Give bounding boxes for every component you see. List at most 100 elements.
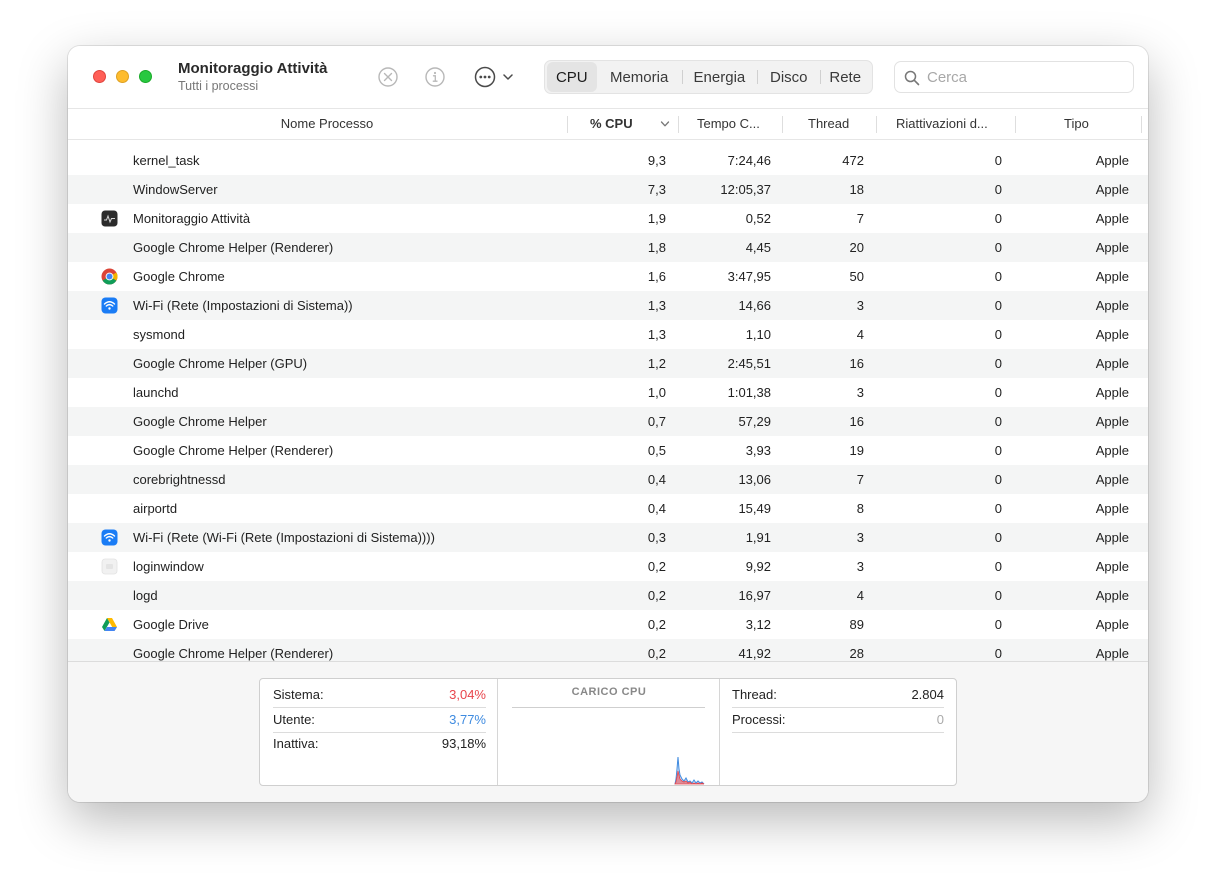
process-name: kernel_task: [133, 153, 200, 168]
table-row[interactable]: Monitoraggio Attività 1,9 0,52 7 0 Apple: [68, 204, 1148, 233]
table-row[interactable]: Wi-Fi (Rete (Wi-Fi (Rete (Impostazioni d…: [68, 523, 1148, 552]
process-name: WindowServer: [133, 182, 218, 197]
close-window-button[interactable]: [93, 70, 106, 83]
process-name: Google Chrome Helper: [133, 414, 267, 429]
process-table: kernel_task 9,3 7:24,46 472 0 Apple WindowServ…: [68, 146, 1148, 661]
cpu-load-graph: CARICO CPU: [498, 679, 720, 785]
tab-rete[interactable]: Rete: [820, 62, 870, 92]
process-cpu: 1,2: [647, 356, 666, 371]
process-cpu-time: 0,52: [745, 211, 771, 226]
column-divider: [782, 116, 783, 133]
process-threads: 3: [856, 559, 864, 574]
column-header-kind[interactable]: Tipo: [1064, 116, 1089, 131]
table-row[interactable]: Wi-Fi (Rete (Impostazioni di Sistema)) 1,…: [68, 291, 1148, 320]
process-wakeups: 0: [994, 530, 1002, 545]
process-wakeups: 0: [994, 356, 1002, 371]
table-row[interactable]: Google Chrome Helper (Renderer) 1,8 4,45 20…: [68, 233, 1148, 262]
process-cpu-time: 3,93: [745, 443, 771, 458]
process-cpu: 0,7: [647, 414, 666, 429]
ellipsis-circle-icon: [474, 66, 513, 88]
idle-value: 93,18%: [441, 736, 486, 751]
processes-value: 0: [936, 712, 944, 727]
process-wakeups: 0: [994, 472, 1002, 487]
search-input[interactable]: [927, 67, 1123, 87]
process-threads: 16: [849, 356, 864, 371]
table-row[interactable]: Google Drive 0,2 3,12 89 0 Apple: [68, 610, 1148, 639]
info-icon: [425, 67, 445, 87]
stop-process-button[interactable]: [377, 66, 399, 88]
process-threads: 16: [849, 414, 864, 429]
table-row[interactable]: kernel_task 9,3 7:24,46 472 0 Apple: [68, 146, 1148, 175]
table-row[interactable]: logd 0,2 16,97 4 0 Apple: [68, 581, 1148, 610]
table-row[interactable]: corebrightnessd 0,4 13,06 7 0 Apple: [68, 465, 1148, 494]
process-cpu-time: 13,06: [738, 472, 771, 487]
process-wakeups: 0: [994, 211, 1002, 226]
process-cpu-time: 7:24,46: [727, 153, 771, 168]
column-header-threads[interactable]: Thread: [808, 116, 850, 131]
user-load-line: [674, 756, 705, 785]
processes-label: Processi:: [732, 712, 786, 727]
process-name: Wi-Fi (Rete (Wi-Fi (Rete (Impostazioni d…: [133, 530, 435, 545]
process-kind: Apple: [1095, 501, 1129, 516]
table-row[interactable]: Google Chrome Helper (Renderer) 0,5 3,93 19…: [68, 436, 1148, 465]
table-row[interactable]: Google Chrome Helper (GPU) 1,2 2:45,51 16 0 A…: [68, 349, 1148, 378]
process-wakeups: 0: [994, 559, 1002, 574]
chevron-down-icon[interactable]: [660, 119, 670, 129]
tab-disco[interactable]: Disco: [757, 62, 820, 92]
search-field[interactable]: [894, 61, 1134, 93]
threads-stat: Thread: 2.804: [732, 684, 944, 708]
process-kind: Apple: [1095, 153, 1129, 168]
loginwindow-icon: [101, 558, 118, 575]
process-wakeups: 0: [994, 443, 1002, 458]
tab-memoria[interactable]: Memoria: [609, 68, 669, 86]
process-threads: 20: [849, 240, 864, 255]
column-header-cpu[interactable]: % CPU: [590, 116, 633, 131]
table-row[interactable]: airportd 0,4 15,49 8 0 Apple: [68, 494, 1148, 523]
process-cpu: 0,4: [647, 501, 666, 516]
more-actions-button[interactable]: [473, 65, 517, 89]
process-cpu-time: 41,92: [738, 646, 771, 661]
process-cpu-time: 2:45,51: [727, 356, 771, 371]
activity-monitor-icon: [101, 210, 118, 227]
table-row[interactable]: WindowServer 7,3 12:05,37 18 0 Apple: [68, 175, 1148, 204]
table-row[interactable]: sysmond 1,3 1,10 4 0 Apple: [68, 320, 1148, 349]
column-divider: [1015, 116, 1016, 133]
process-threads: 89: [849, 617, 864, 632]
process-cpu-time: 3:47,95: [727, 269, 771, 284]
process-kind: Apple: [1095, 327, 1129, 342]
table-row[interactable]: launchd 1,0 1:01,38 3 0 Apple: [68, 378, 1148, 407]
table-row[interactable]: Google Chrome 1,6 3:47,95 50 0 Apple: [68, 262, 1148, 291]
process-cpu-time: 57,29: [738, 414, 771, 429]
idle-label: Inattiva:: [273, 736, 319, 751]
cpu-load-sparkline: [512, 709, 705, 785]
process-cpu: 0,3: [647, 530, 666, 545]
process-cpu-time: 1:01,38: [727, 385, 771, 400]
minimize-window-button[interactable]: [116, 70, 129, 83]
column-divider: [1141, 116, 1142, 133]
column-header-name[interactable]: Nome Processo: [280, 116, 374, 131]
process-wakeups: 0: [994, 153, 1002, 168]
tab-energia[interactable]: Energia: [681, 62, 757, 92]
process-kind: Apple: [1095, 211, 1129, 226]
table-row[interactable]: Google Chrome Helper (Renderer) 0,2 41,92 2…: [68, 639, 1148, 661]
table-row[interactable]: Google Chrome Helper 0,7 57,29 16 0 Apple: [68, 407, 1148, 436]
process-threads: 3: [856, 298, 864, 313]
search-icon: [904, 70, 920, 86]
zoom-window-button[interactable]: [139, 70, 152, 83]
view-tabs: CPU Memoria Energia Disco Rete: [544, 60, 873, 94]
threads-label: Thread:: [732, 687, 777, 702]
process-threads: 19: [849, 443, 864, 458]
window-subtitle[interactable]: Tutti i processi: [178, 79, 259, 93]
google-drive-icon: [101, 616, 118, 633]
process-threads: 472: [842, 153, 864, 168]
process-cpu-time: 15,49: [738, 501, 771, 516]
table-row[interactable]: loginwindow 0,2 9,92 3 0 Apple: [68, 552, 1148, 581]
process-cpu: 1,3: [647, 298, 666, 313]
threads-value: 2.804: [911, 687, 944, 702]
process-kind: Apple: [1095, 414, 1129, 429]
inspect-process-button[interactable]: [424, 66, 446, 88]
process-name: Google Chrome Helper (Renderer): [133, 240, 334, 255]
tab-cpu[interactable]: CPU: [547, 62, 597, 92]
column-header-time[interactable]: Tempo C...: [697, 116, 760, 131]
column-header-wakeups[interactable]: Riattivazioni d...: [896, 116, 988, 131]
